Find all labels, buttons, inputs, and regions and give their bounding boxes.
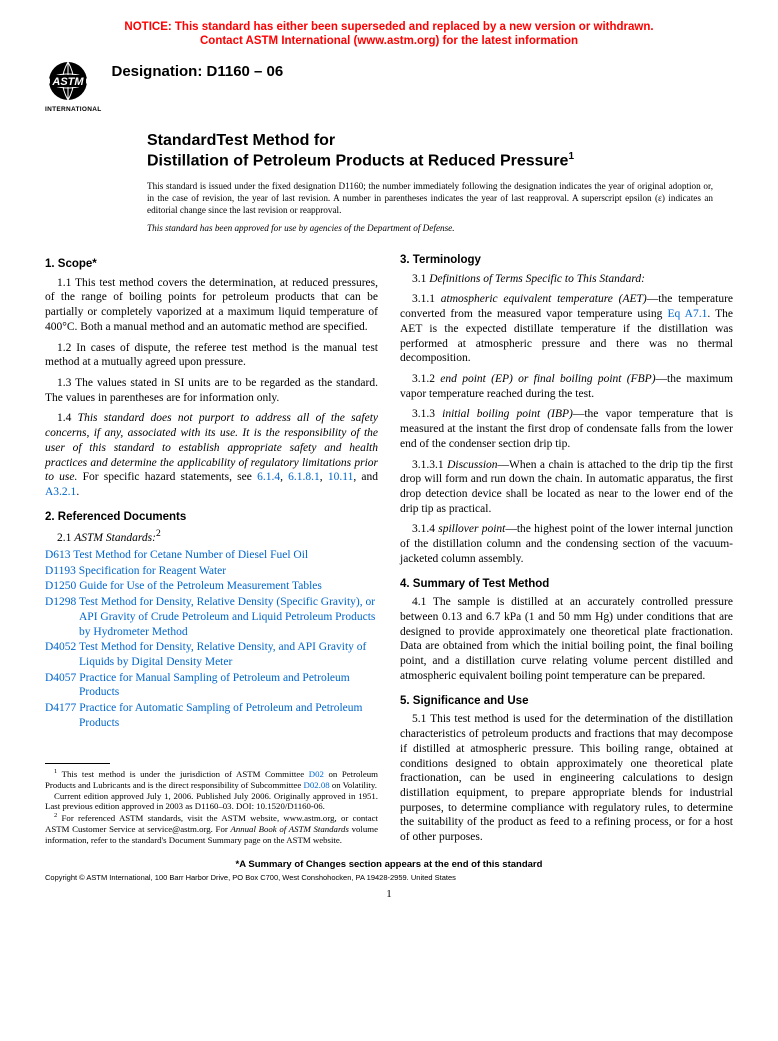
section-2-head: 2. Referenced Documents [45, 510, 378, 525]
para-3-1-1: 3.1.1 atmospheric equivalent temperature… [400, 292, 733, 366]
ref-d613[interactable]: D613 Test Method for Cetane Number of Di… [45, 548, 378, 563]
section-3-head: 3. Terminology [400, 253, 733, 268]
footnote-rule [45, 763, 110, 764]
svg-text:ASTM: ASTM [51, 76, 84, 88]
ref-d1193[interactable]: D1193 Specification for Reagent Water [45, 564, 378, 579]
body-columns: 1. Scope* 1.1 This test method covers th… [45, 253, 733, 851]
para-1-1: 1.1 This test method covers the determin… [45, 276, 378, 335]
notice-line2: Contact ASTM International (www.astm.org… [200, 35, 578, 47]
para-1-2: 1.2 In cases of dispute, the referee tes… [45, 341, 378, 370]
xref-10-11[interactable]: 10.11 [328, 471, 353, 483]
footnote-1b: Current edition approved July 1, 2006. P… [45, 791, 378, 813]
dod-approval-note: This standard has been approved for use … [147, 223, 713, 233]
ref-d4057[interactable]: D4057 Practice for Manual Sampling of Pe… [45, 671, 378, 700]
ref-d1298[interactable]: D1298 Test Method for Density, Relative … [45, 595, 378, 639]
ref-d1250[interactable]: D1250 Guide for Use of the Petroleum Mea… [45, 579, 378, 594]
astm-logo-block: ASTM INTERNATIONAL [45, 61, 102, 113]
referenced-docs-list: D613 Test Method for Cetane Number of Di… [45, 548, 378, 731]
para-1-4: 1.4 This standard does not purport to ad… [45, 411, 378, 499]
footnotes-block: 1 This test method is under the jurisdic… [45, 763, 378, 847]
para-3-1-4: 3.1.4 spillover point—the highest point … [400, 522, 733, 566]
page-number: 1 [45, 888, 733, 900]
para-3-1-3-1: 3.1.3.1 Discussion—When a chain is attac… [400, 458, 733, 517]
para-3-1-2: 3.1.2 end point (EP) or final boiling po… [400, 372, 733, 401]
para-1-3: 1.3 The values stated in SI units are to… [45, 376, 378, 405]
section-1-head: 1. Scope* [45, 257, 378, 272]
designation-text: Designation: D1160 – 06 [112, 63, 284, 80]
xref-d02-08[interactable]: D02.08 [303, 780, 329, 790]
page-container: NOTICE: This standard has either been su… [0, 0, 778, 910]
para-4-1: 4.1 The sample is distilled at an accura… [400, 595, 733, 683]
para-5-1: 5.1 This test method is used for the det… [400, 712, 733, 844]
header-block: ASTM INTERNATIONAL Designation: D1160 – … [45, 61, 733, 113]
ref-d4177[interactable]: D4177 Practice for Automatic Sampling of… [45, 701, 378, 730]
para-3-1: 3.1 Definitions of Terms Specific to Thi… [400, 272, 733, 287]
xref-a3-2-1[interactable]: A3.2.1 [45, 486, 76, 498]
copyright-line: Copyright © ASTM International, 100 Barr… [45, 873, 733, 882]
footnote-1: 1 This test method is under the jurisdic… [45, 768, 378, 791]
section-4-head: 4. Summary of Test Method [400, 577, 733, 592]
title-sup: 1 [568, 151, 574, 162]
changes-note: *A Summary of Changes section appears at… [45, 859, 733, 870]
issuance-note: This standard is issued under the fixed … [147, 181, 713, 217]
title-line1: StandardTest Method for [147, 132, 335, 149]
standard-title: StandardTest Method for Distillation of … [147, 131, 713, 171]
title-block: StandardTest Method for Distillation of … [147, 131, 713, 233]
logo-international-label: INTERNATIONAL [45, 106, 102, 113]
footnote-2: 2 For referenced ASTM standards, visit t… [45, 812, 378, 846]
xref-6-1-4[interactable]: 6.1.4 [257, 471, 280, 483]
section-2-sub: 2.1 ASTM Standards:2 [45, 528, 378, 546]
section-5-head: 5. Significance and Use [400, 694, 733, 709]
xref-6-1-8-1[interactable]: 6.1.8.1 [288, 471, 320, 483]
withdrawal-notice: NOTICE: This standard has either been su… [45, 20, 733, 49]
title-line2: Distillation of Petroleum Products at Re… [147, 152, 568, 169]
astm-logo-icon: ASTM [45, 61, 91, 105]
para-3-1-3: 3.1.3 initial boiling point (IBP)—the va… [400, 407, 733, 451]
notice-line1: NOTICE: This standard has either been su… [124, 21, 653, 33]
xref-eq-a7-1[interactable]: Eq A7.1 [667, 308, 707, 320]
ref-d4052[interactable]: D4052 Test Method for Density, Relative … [45, 640, 378, 669]
xref-d02[interactable]: D02 [309, 769, 324, 779]
